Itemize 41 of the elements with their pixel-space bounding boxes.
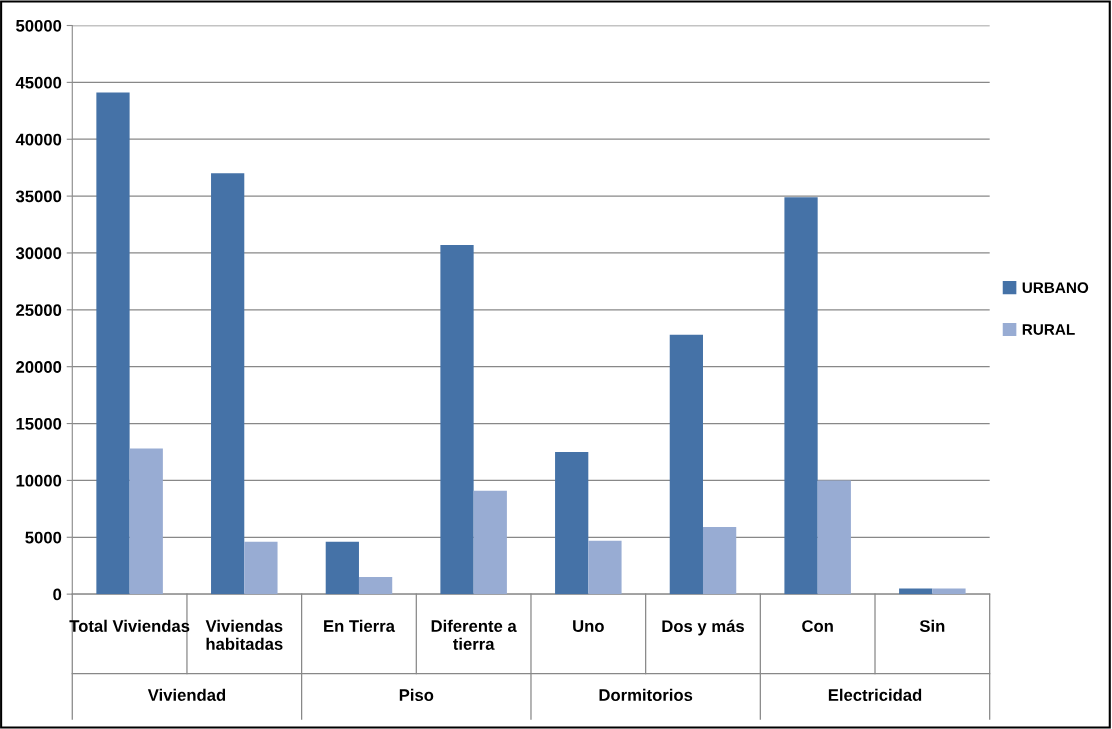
bar (588, 540, 622, 595)
bar (899, 588, 933, 595)
bar (784, 197, 818, 595)
y-tick-label: 30000 (15, 247, 62, 260)
y-tick-label: 10000 (16, 474, 62, 487)
x-tick-label: Uno (573, 620, 604, 632)
x-tick-label: Diferente a tierra (431, 619, 517, 650)
x-tick-label: Sin (919, 619, 945, 632)
bar (817, 480, 851, 595)
text: Piso (399, 688, 434, 701)
y-tick-label: 50000 (16, 19, 62, 32)
text: Viviendad (147, 688, 226, 701)
y-tick-label: 5000 (25, 531, 62, 544)
bar (325, 541, 359, 595)
y-tick-label: 25000 (16, 304, 62, 317)
bar (211, 173, 245, 595)
y-tick-label: 20000 (16, 361, 62, 373)
legend-label: RURAL (1022, 324, 1075, 335)
y-tick-label: 45000 (15, 76, 62, 89)
bar (702, 527, 737, 595)
y-tick-label: 35000 (15, 190, 62, 203)
legend-label: URBANO (1022, 282, 1089, 294)
bar (244, 541, 278, 595)
bar (932, 588, 966, 595)
x-tick-label: Dos y más (662, 619, 744, 636)
text: Electricidad (828, 688, 922, 701)
bar (358, 577, 393, 595)
x-tick-label: Viviendas habitadas (205, 619, 283, 650)
y-tick-label: 40000 (15, 133, 62, 146)
bar (669, 334, 703, 595)
y-tick-label: 0 (53, 588, 62, 601)
y-tick-label: 15000 (16, 417, 62, 430)
bar (129, 448, 163, 595)
bar (555, 451, 589, 595)
text: Dormitorios (599, 688, 693, 701)
x-tick-label: Total Viviendas (69, 619, 190, 632)
x-tick-label: Con (802, 620, 833, 632)
bar (96, 92, 130, 595)
bar (473, 490, 507, 595)
x-tick-label: En Tierra (324, 619, 396, 632)
bar (440, 245, 474, 595)
